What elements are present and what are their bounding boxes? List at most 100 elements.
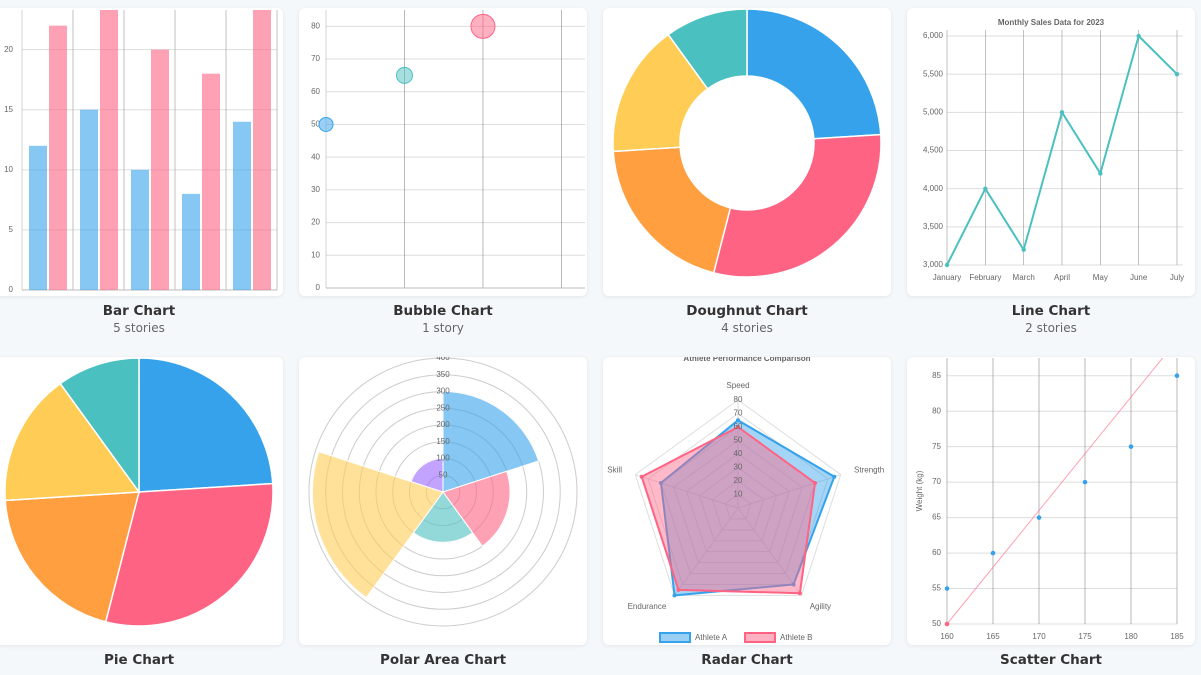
card-title: Scatter Chart (1000, 652, 1102, 668)
y-tick-label: 50 (932, 619, 941, 628)
spoke (635, 474, 739, 509)
chart-title: Athlete Performance Comparison (683, 357, 810, 363)
tick-label: 200 (436, 420, 450, 429)
chart: 0 10 20 30 40 50 60 70 80 (311, 10, 585, 292)
card-subtitle: 5 stories (113, 321, 165, 335)
y-tick-label: 20 (311, 218, 320, 227)
card-subtitle: 4 stories (721, 321, 773, 335)
chart-card[interactable] (603, 8, 891, 296)
sector (442, 390, 540, 493)
card-subtitle: 2 stories (1025, 321, 1077, 335)
legend-label: Athlete B (780, 633, 812, 642)
spoke (674, 507, 739, 596)
bar (131, 169, 149, 290)
chart (612, 8, 882, 278)
x-tick-label: 185 (1170, 632, 1184, 641)
point (813, 480, 818, 485)
point (1059, 110, 1065, 115)
x-tick-label: May (1093, 273, 1108, 282)
tick-label: 300 (436, 387, 450, 396)
chart-card[interactable]: 0 5 10 15 20 (0, 8, 283, 296)
slice (4, 491, 140, 623)
x-tick-label: July (1170, 273, 1184, 282)
legend-swatch (744, 632, 776, 643)
card-title: Doughnut Chart (686, 303, 808, 319)
point (672, 593, 677, 598)
grid-ring (724, 493, 752, 520)
card-title: Radar Chart (701, 652, 793, 668)
point (944, 586, 950, 591)
tick-label: 30 (734, 463, 743, 472)
tick-label: 10 (734, 490, 743, 499)
bar (233, 121, 251, 290)
grid-ring (647, 412, 829, 585)
tick-label: 350 (436, 370, 450, 379)
point (944, 262, 950, 268)
bubble (318, 116, 334, 132)
x-tick-label: January (933, 273, 961, 282)
bar (253, 10, 271, 290)
grid-ring (634, 399, 842, 596)
chart-card[interactable]: 0 10 20 30 40 50 60 70 80 (299, 8, 587, 296)
card-title: Pie Chart (103, 652, 175, 668)
y-tick-label: 5,000 (923, 107, 944, 116)
chart-card[interactable]: Monthly Sales Data for 2023 3,000 3,500 4,0… (907, 8, 1195, 296)
axis-label: Skill (607, 465, 622, 474)
x-tick-label: February (969, 273, 1001, 282)
bar (100, 10, 118, 290)
tick-label: 100 (436, 454, 450, 463)
bubble (395, 66, 413, 84)
x-tick-label: March (1013, 273, 1035, 282)
bar (151, 49, 169, 290)
trend-line (946, 358, 1164, 625)
point (639, 474, 644, 479)
x-tick-label: 175 (1078, 632, 1092, 641)
point (791, 582, 796, 587)
legend-swatch (659, 632, 691, 643)
chart-card[interactable]: 50 55 60 65 70 75 80 85 160 165 170 175 180 185 Weight… (907, 357, 1195, 645)
slice (138, 357, 274, 493)
chart-card[interactable]: Athlete Performance Comparison Speed Stren… (603, 357, 891, 645)
point (832, 474, 837, 479)
grid-ring (711, 480, 765, 531)
y-tick-label: 15 (4, 105, 13, 114)
chart (4, 357, 274, 627)
bar (182, 193, 200, 290)
y-tick-label: 4,500 (923, 146, 944, 155)
y-tick-label: 75 (932, 442, 941, 451)
chart-card[interactable]: 50 100 150 200 250 300 350 400 (299, 357, 587, 645)
sector (410, 457, 444, 493)
x-tick-label: 165 (986, 632, 1000, 641)
y-tick-label: 50 (311, 120, 320, 129)
y-tick-label: 10 (311, 250, 320, 259)
y-tick-label: 60 (311, 87, 320, 96)
card-subtitle: 1 story (422, 321, 464, 335)
slice (746, 8, 882, 140)
tick-label: 50 (439, 470, 448, 479)
sector (311, 450, 444, 599)
slice (712, 133, 882, 278)
y-tick-label: 5 (9, 225, 14, 234)
tick-label: 40 (734, 449, 743, 458)
chart-title: Monthly Sales Data for 2023 (998, 18, 1105, 27)
marks (944, 358, 1180, 627)
chart-card[interactable] (0, 357, 283, 645)
grid-ring (308, 357, 578, 627)
y-tick-label: 40 (311, 152, 320, 161)
bars (29, 10, 271, 290)
point (1036, 515, 1042, 520)
tick-label: 60 (734, 422, 743, 431)
card-title: Line Chart (1011, 303, 1091, 319)
y-tick-label: 60 (932, 548, 941, 557)
chart: 50 55 60 65 70 75 80 85 160 165 170 175 180 185 Weight… (915, 358, 1184, 641)
y-tick-label: 70 (311, 54, 320, 63)
bar (29, 145, 47, 290)
legend-label: Athlete A (695, 633, 728, 642)
chart: 0 5 10 15 20 (4, 10, 278, 294)
y-tick-label: 5,500 (923, 69, 944, 78)
point (944, 621, 950, 627)
tick-label: 50 (734, 436, 743, 445)
tick-label: 70 (734, 409, 743, 418)
y-tick-label: 4,000 (923, 184, 944, 193)
